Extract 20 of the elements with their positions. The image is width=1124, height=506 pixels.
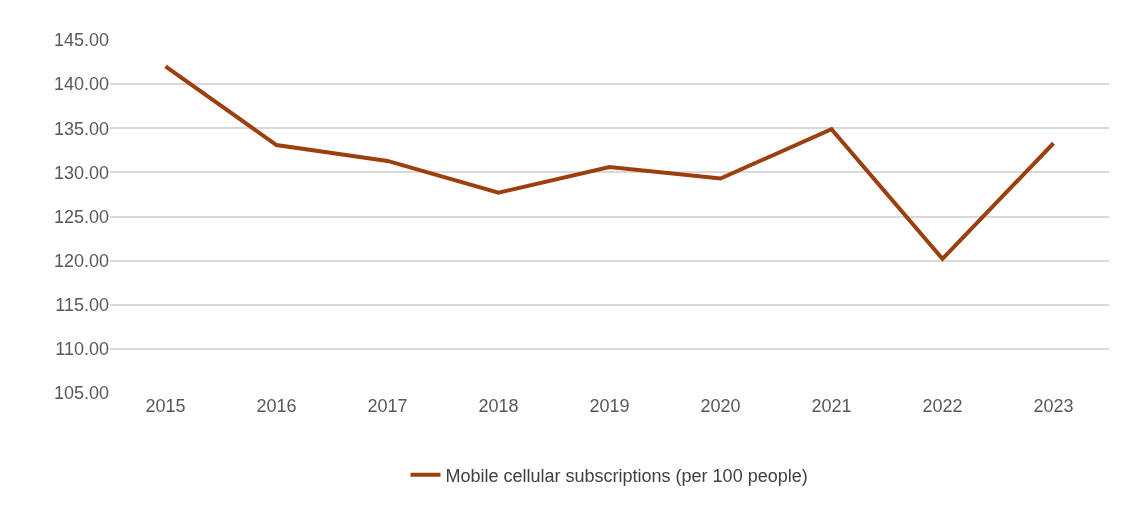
y-tick-label: 105.00 xyxy=(53,383,109,404)
x-tick-label: 2020 xyxy=(700,396,741,416)
x-tick-label: 2017 xyxy=(367,396,408,416)
y-tick-label: 135.00 xyxy=(53,118,109,139)
y-tick-label: 115.00 xyxy=(55,295,109,316)
y-tick-label: 110.00 xyxy=(55,339,109,360)
x-tick-label: 2015 xyxy=(145,396,186,416)
x-tick-label: 2021 xyxy=(811,396,852,416)
legend-label: Mobile cellular subscriptions (per 100 people) xyxy=(445,465,808,486)
x-tick-label: 2016 xyxy=(256,396,297,416)
x-tick-label: 2018 xyxy=(478,396,519,416)
line-series xyxy=(163,64,1056,261)
x-tick-label: 2022 xyxy=(922,396,963,416)
x-tick-label: 2023 xyxy=(1033,396,1074,416)
y-tick-label: 120.00 xyxy=(53,250,109,271)
y-tick-label: 130.00 xyxy=(53,162,109,183)
y-tick-label: 145.00 xyxy=(53,30,109,51)
y-tick-label: 140.00 xyxy=(53,74,109,95)
x-tick-label: 2019 xyxy=(589,396,630,416)
y-tick-label: 125.00 xyxy=(53,206,109,227)
